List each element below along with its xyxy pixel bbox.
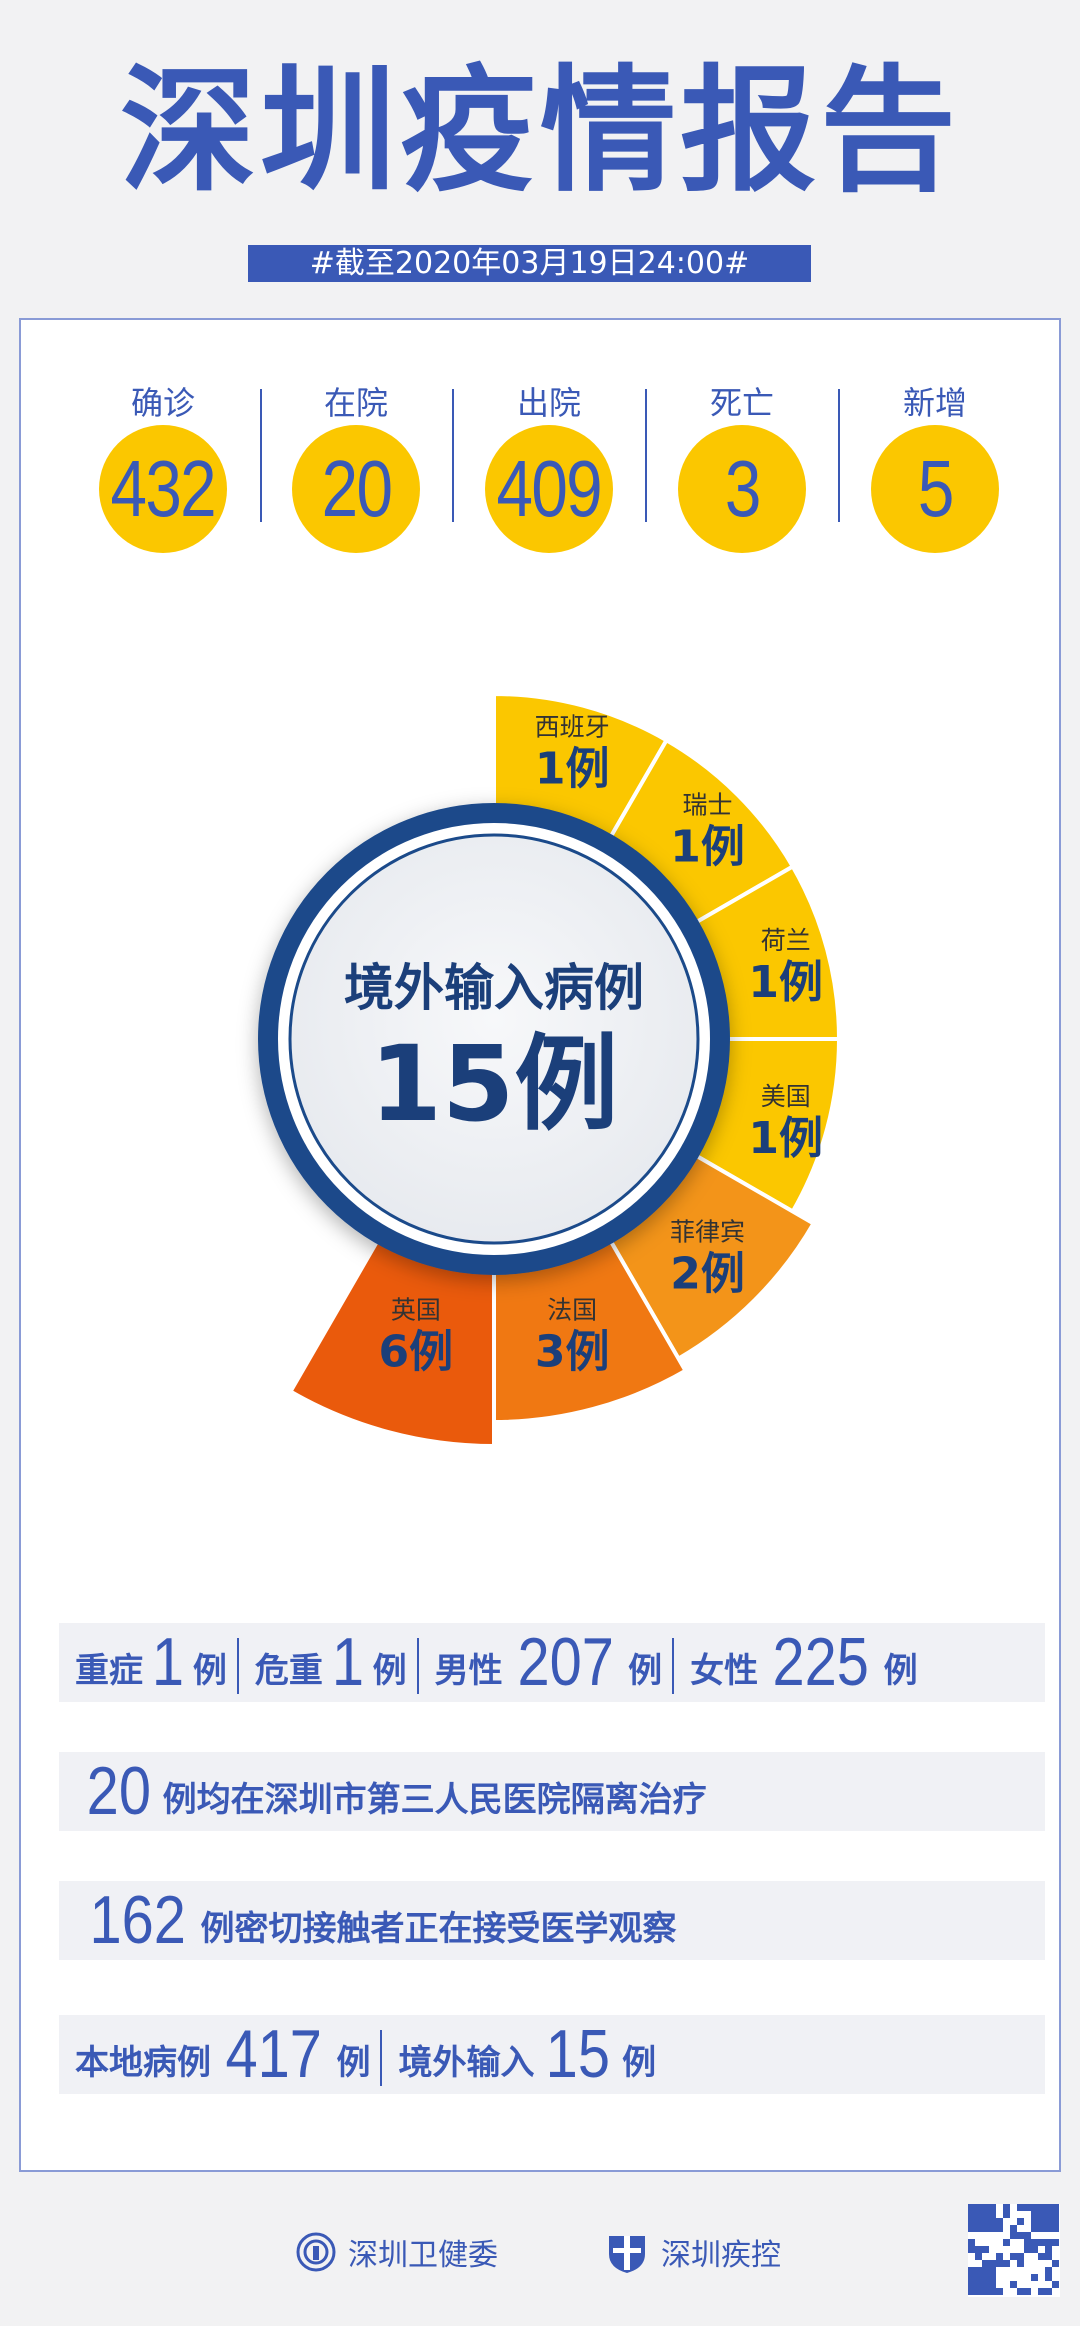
segment-country-label: 美国 bbox=[761, 1082, 811, 1111]
segment-country-label: 西班牙 bbox=[535, 712, 610, 741]
stat-label: 新增 bbox=[902, 384, 967, 422]
stat-deaths: 死亡 3 bbox=[647, 385, 837, 553]
local-value: 417 bbox=[225, 2016, 322, 2092]
male-label: 男性 bbox=[434, 1651, 503, 1691]
divider bbox=[452, 389, 454, 522]
segment-country-label: 荷兰 bbox=[761, 926, 811, 955]
date-banner: #截至2020年03月19日24:00# bbox=[248, 245, 811, 282]
segment-value-label: 1例 bbox=[748, 1113, 823, 1164]
chart-title: 境外输入病例 bbox=[344, 959, 644, 1017]
segment-value-label: 1例 bbox=[535, 743, 610, 794]
stat-value: 5 bbox=[917, 444, 954, 533]
unit: 例 bbox=[372, 1651, 407, 1691]
local-label: 本地病例 bbox=[75, 2043, 211, 2083]
divider bbox=[416, 1638, 419, 1694]
unit: 例 bbox=[336, 2043, 371, 2083]
segment-country-label: 英国 bbox=[391, 1296, 441, 1325]
segment-value-label: 1例 bbox=[670, 821, 745, 872]
severe-label: 重症 bbox=[75, 1651, 143, 1691]
hospital-value: 20 bbox=[86, 1753, 151, 1829]
unit: 例 bbox=[883, 1651, 918, 1691]
stat-discharged: 出院 409 bbox=[454, 385, 644, 553]
stat-label: 确诊 bbox=[130, 384, 195, 422]
footer-org1: 深圳卫健委 bbox=[296, 2230, 498, 2274]
stat-new: 新增 5 bbox=[840, 385, 1030, 553]
chart-total: 15例 bbox=[370, 1023, 619, 1145]
male-value: 207 bbox=[517, 1624, 614, 1700]
cdc-shield-icon bbox=[609, 2236, 645, 2273]
stat-label: 出院 bbox=[516, 384, 581, 422]
divider bbox=[380, 2030, 383, 2086]
severity-gender-row: 重症 1 例 危重 1 例 男性 207 例 女性 225 例 bbox=[59, 1623, 1045, 1702]
segment-value-label: 2例 bbox=[670, 1249, 745, 1300]
imported-value: 15 bbox=[546, 2016, 611, 2092]
page-title: 深圳疫情报告 bbox=[120, 53, 960, 211]
divider bbox=[672, 1638, 675, 1694]
unit: 例 bbox=[622, 2043, 657, 2083]
footer-org2: 深圳疾控 bbox=[605, 2230, 781, 2274]
segment-value-label: 1例 bbox=[748, 957, 823, 1008]
stat-value: 432 bbox=[110, 444, 217, 533]
female-label: 女性 bbox=[690, 1651, 759, 1691]
critical-value: 1 bbox=[331, 1624, 364, 1700]
segment-country-label: 菲律宾 bbox=[670, 1218, 745, 1247]
segment-value-label: 3例 bbox=[535, 1327, 610, 1378]
severe-value: 1 bbox=[151, 1624, 184, 1700]
center-disc bbox=[288, 833, 700, 1245]
qr-code-icon bbox=[968, 2204, 1060, 2297]
divider bbox=[838, 389, 840, 522]
contacts-row: 162 例密切接触者正在接受医学观察 bbox=[59, 1881, 1045, 1960]
hospital-row: 20 例均在深圳市第三人民医院隔离治疗 bbox=[59, 1752, 1045, 1831]
stat-value: 3 bbox=[724, 444, 761, 533]
female-value: 225 bbox=[772, 1624, 870, 1700]
contacts-value: 162 bbox=[89, 1882, 186, 1958]
stat-value: 20 bbox=[321, 444, 392, 533]
imported-label: 境外输入 bbox=[398, 2043, 535, 2083]
segment-country-label: 瑞士 bbox=[683, 790, 733, 819]
hospital-text: 例均在深圳市第三人民医院隔离治疗 bbox=[162, 1780, 707, 1820]
stat-label: 在院 bbox=[323, 384, 388, 422]
segment-country-label: 法国 bbox=[547, 1296, 597, 1325]
org1-name: 深圳卫健委 bbox=[348, 2238, 498, 2273]
stat-label: 死亡 bbox=[709, 384, 774, 422]
contacts-text: 例密切接触者正在接受医学观察 bbox=[200, 1909, 677, 1949]
org2-name: 深圳疾控 bbox=[661, 2238, 781, 2273]
critical-label: 危重 bbox=[254, 1651, 323, 1691]
stat-hospitalized: 在院 20 bbox=[261, 385, 451, 553]
local-imported-row: 本地病例 417 例 境外输入 15 例 bbox=[59, 2015, 1045, 2094]
health-commission-logo-icon bbox=[296, 2232, 336, 2272]
segment-value-label: 6例 bbox=[379, 1327, 454, 1378]
divider bbox=[645, 389, 647, 522]
unit: 例 bbox=[192, 1651, 227, 1691]
divider bbox=[260, 389, 262, 522]
stat-value: 409 bbox=[496, 444, 603, 533]
stat-confirmed: 确诊 432 bbox=[68, 385, 258, 553]
divider bbox=[236, 1638, 239, 1694]
unit: 例 bbox=[628, 1651, 663, 1691]
